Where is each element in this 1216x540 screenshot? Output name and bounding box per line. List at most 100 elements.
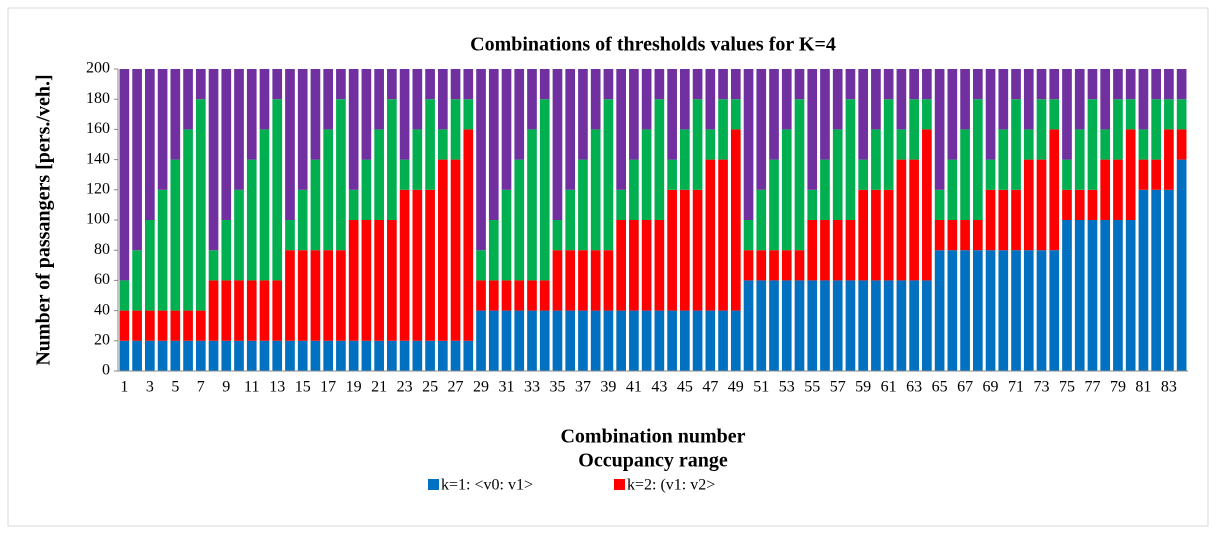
bar-segment (323, 340, 334, 371)
bar-segment (527, 129, 537, 281)
bar-segment (297, 340, 308, 371)
bar-segment (1113, 159, 1123, 220)
bar-segment (1074, 129, 1085, 190)
bar-segment (960, 220, 970, 251)
bar-segment (1151, 159, 1161, 190)
bar-segment (807, 220, 818, 281)
bar-segment (285, 340, 295, 371)
bar-segment (871, 129, 881, 190)
bar-segment (667, 189, 677, 311)
bar-segment (871, 189, 881, 281)
bar-segment (336, 340, 346, 371)
bar-segment (348, 220, 359, 341)
bar-segment (132, 69, 142, 251)
x-tick-label: 65 (932, 379, 948, 396)
bar-segment (578, 250, 588, 311)
bar-segment (858, 280, 869, 371)
bar-segment (1049, 250, 1060, 371)
bar-segment (399, 189, 410, 341)
bar-segment (1100, 129, 1111, 160)
bar-segment (743, 220, 754, 251)
bar-segment (552, 220, 563, 251)
bar-segment (539, 99, 550, 281)
bar-segment (170, 310, 181, 341)
bar-segment (476, 69, 486, 251)
bar-segment (195, 340, 206, 371)
bar-segment (680, 129, 690, 190)
bar-segment (781, 129, 792, 251)
bar-segment (1113, 99, 1123, 160)
bar-segment (730, 99, 741, 130)
bar-segment (832, 280, 843, 371)
bar-segment (310, 340, 321, 371)
bar-segment (119, 310, 130, 341)
bar-segment (654, 220, 665, 311)
bar-segment (425, 189, 435, 341)
bar-segment (221, 220, 232, 281)
bar-segment (654, 310, 665, 371)
bar-segment (132, 340, 142, 371)
bar-segment (1113, 220, 1123, 371)
bar-segment (246, 159, 257, 281)
bar-segment (1164, 69, 1174, 100)
bar-segment (425, 69, 435, 100)
bar-segment (1023, 250, 1034, 371)
bar-segment (972, 69, 983, 100)
bar-segment (157, 69, 168, 190)
bar-segment (399, 69, 410, 160)
bar-segment (705, 310, 716, 371)
bar-segment (743, 280, 754, 371)
bar-segment (718, 99, 728, 160)
bar-segment (1164, 99, 1174, 130)
bar-segment (170, 159, 181, 311)
bar-segment (501, 310, 512, 371)
bar-segment (769, 69, 779, 160)
bar-segment (629, 310, 639, 371)
bar-segment (1074, 189, 1085, 220)
bar-segment (1176, 69, 1187, 100)
x-tick-label: 15 (295, 379, 311, 396)
bar-segment (998, 189, 1009, 251)
x-tick-label: 7 (197, 379, 205, 396)
bar-segment (730, 310, 741, 371)
bar-segment (629, 159, 639, 220)
bar-segment (285, 250, 295, 341)
bar-segment (858, 159, 869, 190)
bar-segment (450, 99, 461, 160)
x-tick-label: 59 (855, 379, 871, 396)
bar-segment (145, 220, 155, 311)
bar-segment (1125, 220, 1136, 371)
bar-segment (641, 220, 652, 311)
bar-segment (1049, 69, 1060, 100)
y-tick-label: 20 (94, 331, 110, 348)
x-tick-label: 9 (222, 379, 230, 396)
bar-segment (616, 310, 626, 371)
bar-segment (947, 220, 958, 251)
bar-segment (221, 69, 232, 220)
bar-segment (450, 69, 461, 100)
bar-segment (820, 280, 830, 371)
bar-segment (769, 280, 779, 371)
bar-segment (476, 280, 486, 311)
bar-segment (552, 250, 563, 311)
bar-segment (246, 340, 257, 371)
bar-segment (832, 69, 843, 130)
bar-segment (374, 340, 384, 371)
x-tick-label: 71 (1008, 379, 1024, 396)
bar-segment (972, 220, 983, 251)
bar-segment (348, 69, 359, 190)
bar-segment (119, 280, 130, 311)
bar-segment (1049, 99, 1060, 130)
y-tick-label: 40 (94, 301, 110, 318)
bar-segment (501, 69, 512, 190)
bar-segment (488, 69, 499, 220)
bar-segment (488, 220, 499, 281)
bar-segment (603, 69, 614, 100)
bar-segment (323, 129, 334, 251)
bar-segment (425, 99, 435, 190)
y-tick-label: 80 (94, 241, 110, 258)
bar-segment (527, 69, 537, 130)
bar-segment (183, 310, 193, 341)
bar-segment (259, 340, 270, 371)
